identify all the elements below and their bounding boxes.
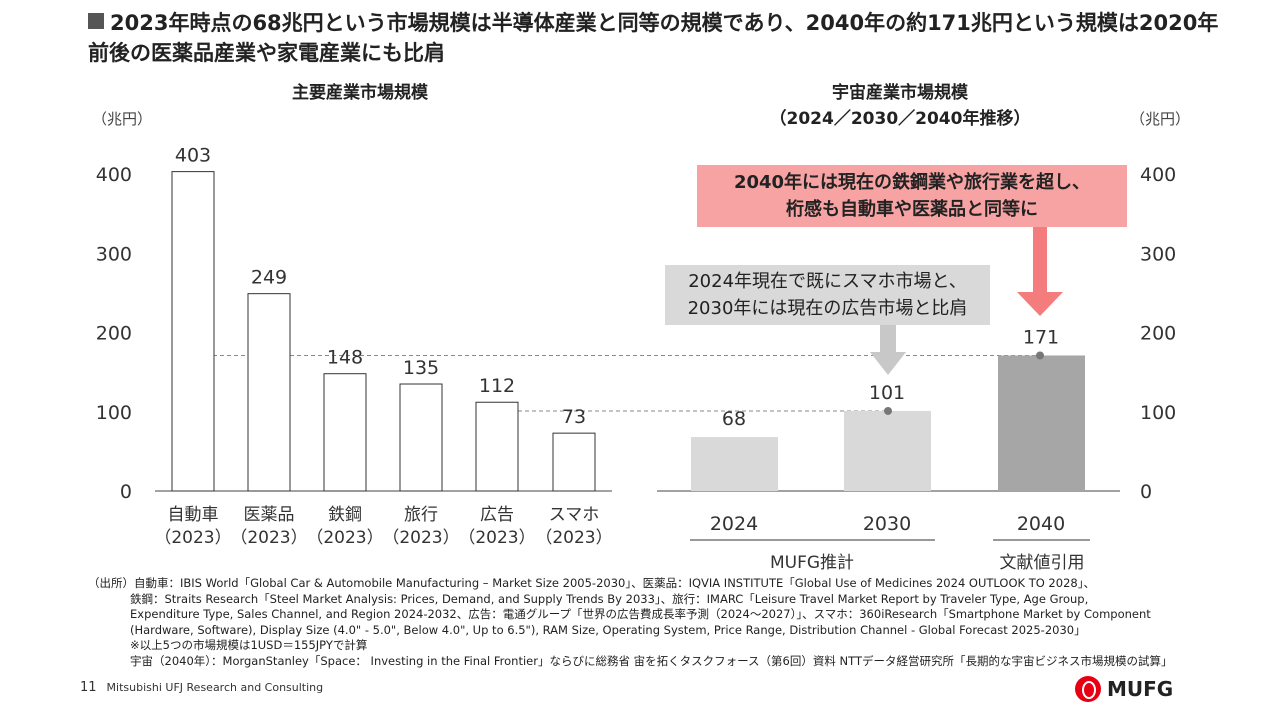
- data-label: 135: [403, 357, 439, 379]
- bar-2040: [998, 355, 1085, 491]
- group-label: MUFG推計: [770, 553, 854, 573]
- x-tick-label: 医薬品: [244, 505, 295, 525]
- logo-text: MUFG: [1107, 677, 1174, 701]
- callout-gray: 2024年現在で既にスマホ市場と、 2030年には現在の広告市場と比肩: [665, 265, 990, 325]
- source-notes: （出所）自動車：IBIS World「Global Car & Automobi…: [88, 576, 1172, 669]
- x-tick-year: （2023）: [535, 528, 612, 548]
- bullet-square-icon: [88, 13, 104, 29]
- callout-red-line1: 2040年には現在の鉄鋼業や旅行業を超し、: [733, 172, 1091, 193]
- data-label: 101: [869, 382, 905, 404]
- note-line: （出所）自動車：IBIS World「Global Car & Automobi…: [88, 576, 1095, 590]
- bar-スマホ: [552, 432, 596, 492]
- left-y-tick: 300: [96, 243, 132, 265]
- callout-red-line2: 桁感も自動車や医薬品と同等に: [786, 199, 1038, 220]
- footer: 11 Mitsubishi UFJ Research and Consulting: [80, 680, 323, 695]
- right-title-line1: 宇宙産業市場規模: [832, 83, 968, 103]
- x-tick-year: （2023）: [382, 528, 459, 548]
- note-line: 宇宙（2040年）：MorganStanley「Space： Investing…: [130, 653, 1173, 668]
- left-y-tick: 100: [96, 402, 132, 424]
- data-label: 249: [251, 267, 287, 289]
- x-tick-year: （2023）: [230, 528, 307, 548]
- data-label: 112: [479, 375, 515, 397]
- page-number: 11: [80, 680, 97, 695]
- bar-旅行: [399, 383, 443, 492]
- x-tick-label: 自動車: [168, 505, 219, 525]
- mufg-logo: MUFG: [1075, 676, 1173, 702]
- right-y-tick: 100: [1140, 402, 1176, 424]
- slide-title: 2023年時点の68兆円という市場規模は半導体産業と同等の規模であり、2040年…: [88, 8, 1238, 68]
- mufg-logo-icon: [1075, 676, 1101, 702]
- bar-広告: [475, 401, 519, 492]
- right-title-line2: （2024／2030／2040年推移）: [769, 109, 1031, 129]
- x-tick-year: （2023）: [306, 528, 383, 548]
- bar-医薬品: [247, 293, 291, 492]
- x-tick-label: 広告: [480, 505, 514, 525]
- data-label: 171: [1023, 326, 1059, 348]
- left-y-tick: 0: [120, 481, 132, 503]
- right-y-tick: 300: [1140, 243, 1176, 265]
- data-label: 73: [562, 406, 586, 428]
- bar-鉄鋼: [323, 373, 367, 492]
- data-label: 148: [327, 347, 363, 369]
- right-y-tick: 400: [1140, 164, 1176, 186]
- note-line: ※以上5つの市場規模は1USD＝155JPYで計算: [130, 638, 368, 652]
- left-y-tick: 200: [96, 323, 132, 345]
- left-unit-label: （兆円）: [92, 110, 153, 128]
- marker-2030: [884, 406, 892, 415]
- callout-red: 2040年には現在の鉄鋼業や旅行業を超し、 桁感も自動車や医薬品と同等に: [697, 165, 1127, 227]
- x-tick-year: （2023）: [458, 528, 535, 548]
- note-line: (Hardware, Software), Display Size (4.0"…: [130, 622, 1086, 637]
- company-name: Mitsubishi UFJ Research and Consulting: [106, 681, 324, 694]
- right-y-tick: 0: [1140, 481, 1152, 503]
- right-unit-label: （兆円）: [1130, 110, 1191, 128]
- x-tick-label: 2030: [863, 513, 911, 535]
- group-label: 文献値引用: [1000, 553, 1085, 573]
- arrow-down-red-icon: [1017, 227, 1063, 316]
- right-chart-title: 宇宙産業市場規模 （2024／2030／2040年推移）: [720, 80, 1080, 132]
- bar-自動車: [171, 171, 215, 492]
- title-text: 2023年時点の68兆円という市場規模は半導体産業と同等の規模であり、2040年…: [88, 11, 1219, 65]
- x-tick-label: スマホ: [549, 505, 600, 525]
- right-y-tick: 200: [1140, 323, 1176, 345]
- x-tick-label: 旅行: [404, 505, 438, 525]
- x-tick-label: 鉄鋼: [328, 505, 362, 525]
- bar-2024: [691, 437, 778, 491]
- marker-2040: [1036, 351, 1044, 360]
- left-chart-title: 主要産業市場規模: [292, 83, 428, 103]
- x-tick-label: 2024: [710, 513, 758, 535]
- data-label: 68: [722, 408, 746, 430]
- chart-canvas: 0 0 100 100 200 200 300 300 400 400 403 自動車 （2023） 24…: [96, 145, 1177, 573]
- note-line: 鉄鋼：Straits Research「Steel Market Analysi…: [130, 591, 1089, 606]
- data-label: 403: [175, 145, 211, 167]
- x-tick-label: 2040: [1017, 513, 1065, 535]
- left-y-tick: 400: [96, 164, 132, 186]
- note-line: Expenditure Type, Sales Channel, and Reg…: [130, 607, 1151, 621]
- bar-2030: [844, 410, 931, 491]
- x-tick-year: （2023）: [154, 528, 231, 548]
- callout-gray-line1: 2024年現在で既にスマホ市場と、: [688, 271, 967, 292]
- arrow-down-gray-icon: [870, 325, 906, 375]
- callout-gray-line2: 2030年には現在の広告市場と比肩: [687, 298, 968, 319]
